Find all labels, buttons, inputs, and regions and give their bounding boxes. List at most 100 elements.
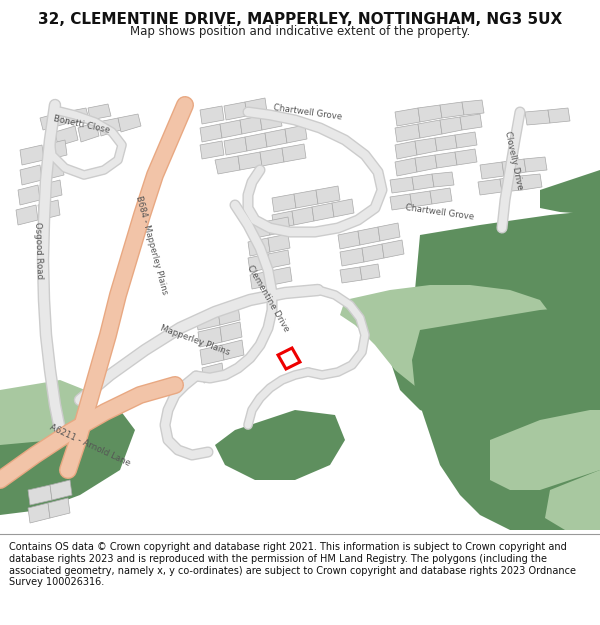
- Polygon shape: [20, 145, 44, 165]
- Polygon shape: [78, 122, 99, 142]
- Polygon shape: [200, 106, 224, 124]
- Polygon shape: [390, 177, 414, 193]
- Polygon shape: [272, 194, 296, 212]
- Polygon shape: [440, 102, 464, 118]
- Polygon shape: [215, 156, 240, 174]
- Polygon shape: [224, 102, 247, 120]
- Polygon shape: [395, 124, 420, 142]
- Text: Contains OS data © Crown copyright and database right 2021. This information is : Contains OS data © Crown copyright and d…: [9, 542, 576, 588]
- Polygon shape: [224, 137, 247, 155]
- Polygon shape: [215, 410, 345, 480]
- Polygon shape: [16, 205, 38, 225]
- Text: B684 - Mapperley Plains: B684 - Mapperley Plains: [134, 194, 170, 296]
- Polygon shape: [55, 126, 78, 146]
- Polygon shape: [395, 108, 420, 126]
- Polygon shape: [358, 227, 380, 245]
- Polygon shape: [118, 114, 141, 132]
- Polygon shape: [248, 238, 270, 256]
- Polygon shape: [490, 410, 600, 490]
- Polygon shape: [272, 211, 294, 229]
- Polygon shape: [362, 244, 384, 262]
- Polygon shape: [340, 267, 362, 283]
- Polygon shape: [248, 221, 270, 239]
- Polygon shape: [340, 285, 555, 395]
- Polygon shape: [294, 190, 318, 208]
- Polygon shape: [478, 179, 502, 195]
- Polygon shape: [395, 141, 417, 159]
- Polygon shape: [282, 144, 306, 162]
- Polygon shape: [40, 112, 65, 130]
- Polygon shape: [270, 267, 292, 285]
- Polygon shape: [196, 310, 220, 330]
- Polygon shape: [44, 140, 67, 160]
- Polygon shape: [42, 160, 64, 180]
- Polygon shape: [500, 176, 522, 192]
- Polygon shape: [245, 133, 267, 151]
- Polygon shape: [250, 271, 272, 289]
- Polygon shape: [378, 223, 400, 241]
- Polygon shape: [418, 105, 442, 122]
- Polygon shape: [340, 248, 364, 266]
- Polygon shape: [390, 194, 412, 210]
- Polygon shape: [200, 124, 222, 142]
- Polygon shape: [38, 200, 60, 220]
- Polygon shape: [455, 132, 477, 148]
- Polygon shape: [390, 210, 600, 420]
- Polygon shape: [525, 110, 550, 125]
- Polygon shape: [245, 98, 267, 116]
- Polygon shape: [240, 116, 262, 134]
- Polygon shape: [222, 340, 244, 360]
- Polygon shape: [265, 129, 287, 147]
- Polygon shape: [50, 480, 72, 500]
- Polygon shape: [432, 172, 454, 187]
- Polygon shape: [88, 104, 111, 120]
- Polygon shape: [395, 158, 417, 176]
- Polygon shape: [316, 186, 340, 204]
- Polygon shape: [338, 231, 360, 249]
- Polygon shape: [18, 185, 40, 205]
- Polygon shape: [502, 159, 526, 176]
- Polygon shape: [412, 174, 434, 190]
- Text: Chartwell Grove: Chartwell Grove: [273, 102, 343, 121]
- Polygon shape: [248, 254, 270, 272]
- Polygon shape: [292, 207, 314, 225]
- Polygon shape: [28, 503, 50, 523]
- Text: Clementine Drive: Clementine Drive: [245, 263, 291, 333]
- Polygon shape: [480, 162, 504, 179]
- Polygon shape: [440, 117, 462, 134]
- Polygon shape: [332, 199, 354, 217]
- Polygon shape: [268, 217, 290, 235]
- Polygon shape: [415, 155, 437, 172]
- Polygon shape: [198, 327, 222, 347]
- Polygon shape: [480, 340, 600, 450]
- Polygon shape: [462, 100, 484, 115]
- Polygon shape: [260, 112, 282, 130]
- Polygon shape: [220, 120, 242, 138]
- Polygon shape: [98, 118, 121, 136]
- Polygon shape: [200, 141, 224, 159]
- Polygon shape: [418, 120, 442, 138]
- Polygon shape: [435, 135, 457, 151]
- Polygon shape: [460, 114, 482, 130]
- Polygon shape: [312, 203, 334, 221]
- Text: 32, CLEMENTINE DRIVE, MAPPERLEY, NOTTINGHAM, NG3 5UX: 32, CLEMENTINE DRIVE, MAPPERLEY, NOTTING…: [38, 12, 562, 27]
- Text: Chartwell Grove: Chartwell Grove: [405, 202, 475, 221]
- Polygon shape: [548, 108, 570, 123]
- Polygon shape: [285, 125, 307, 143]
- Text: Map shows position and indicative extent of the property.: Map shows position and indicative extent…: [130, 25, 470, 38]
- Polygon shape: [415, 138, 437, 155]
- Polygon shape: [0, 410, 135, 515]
- Polygon shape: [412, 305, 600, 530]
- Polygon shape: [40, 180, 62, 200]
- Polygon shape: [410, 191, 432, 207]
- Text: Mapperley Plains: Mapperley Plains: [159, 323, 231, 357]
- Polygon shape: [360, 264, 380, 280]
- Text: Clovelly Drive: Clovelly Drive: [503, 130, 524, 190]
- Polygon shape: [28, 485, 52, 505]
- Polygon shape: [430, 188, 452, 204]
- Polygon shape: [455, 149, 477, 165]
- Polygon shape: [382, 240, 404, 258]
- Polygon shape: [435, 152, 457, 168]
- Polygon shape: [540, 170, 600, 215]
- Text: Osgood Road: Osgood Road: [32, 221, 43, 279]
